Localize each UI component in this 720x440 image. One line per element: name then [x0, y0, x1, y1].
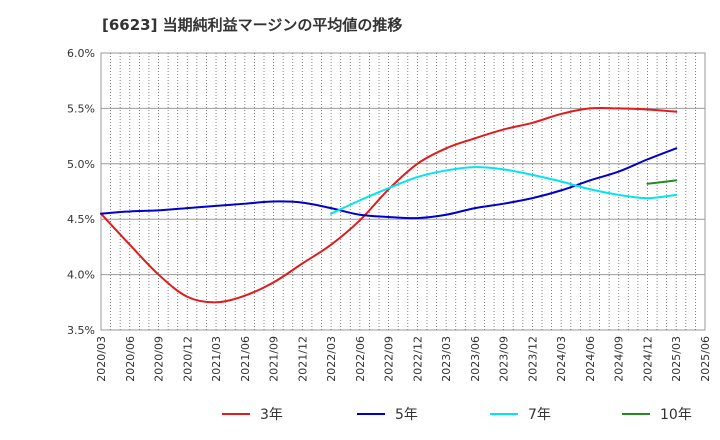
series-line-2	[330, 166, 678, 215]
series-line-1	[100, 147, 678, 220]
x-tick-label: 2020/09	[153, 336, 166, 382]
y-tick-label: 5.5%	[67, 102, 95, 115]
y-tick-label: 4.0%	[67, 269, 95, 282]
legend: 3年 5年 7年 10年	[222, 407, 692, 423]
x-tick-label: 2021/03	[210, 336, 223, 382]
x-tick-label: 2022/03	[325, 336, 338, 382]
y-tick-label: 3.5%	[67, 324, 95, 337]
x-tick-label: 2024/12	[641, 336, 654, 382]
legend-label-3: 10年	[660, 407, 692, 423]
y-axis-ticks: 6.0% 5.5% 5.0% 4.5% 4.0% 3.5%	[67, 47, 95, 337]
x-tick-label: 2024/09	[613, 336, 626, 382]
x-tick-label: 2023/06	[469, 336, 482, 382]
plot-area	[100, 52, 706, 331]
series-lines	[100, 106, 678, 304]
x-tick-label: 2024/03	[555, 336, 568, 382]
x-tick-label: 2022/09	[383, 336, 396, 382]
x-tick-label: 2022/12	[411, 336, 424, 382]
legend-label-0: 3年	[260, 407, 283, 423]
x-tick-label: 2021/09	[268, 336, 281, 382]
x-tick-label: 2020/12	[181, 336, 194, 382]
legend-label-1: 5年	[395, 407, 418, 423]
x-tick-label: 2020/06	[124, 336, 137, 382]
x-tick-label: 2021/12	[296, 336, 309, 382]
gridlines	[101, 52, 705, 331]
x-tick-label: 2020/03	[95, 336, 108, 382]
series-line-3	[646, 179, 678, 185]
y-tick-label: 6.0%	[67, 47, 95, 60]
series-line-0	[100, 106, 678, 304]
x-tick-label: 2023/09	[498, 336, 511, 382]
x-tick-label: 2021/06	[239, 336, 252, 382]
x-tick-label: 2025/03	[670, 336, 683, 382]
x-tick-label: 2024/06	[584, 336, 597, 382]
x-tick-label: 2022/06	[354, 336, 367, 382]
chart-title: [6623] 当期純利益マージンの平均値の推移	[102, 16, 403, 34]
x-tick-label: 2023/03	[440, 336, 453, 382]
x-axis-ticks: 2020/03 2020/06 2020/09 2020/12 2021/03 2021/…	[95, 336, 712, 382]
y-tick-label: 5.0%	[67, 158, 95, 171]
x-tick-label: 2025/06	[699, 336, 712, 382]
y-tick-label: 4.5%	[67, 213, 95, 226]
legend-label-2: 7年	[528, 407, 551, 423]
x-tick-label: 2023/12	[526, 336, 539, 382]
